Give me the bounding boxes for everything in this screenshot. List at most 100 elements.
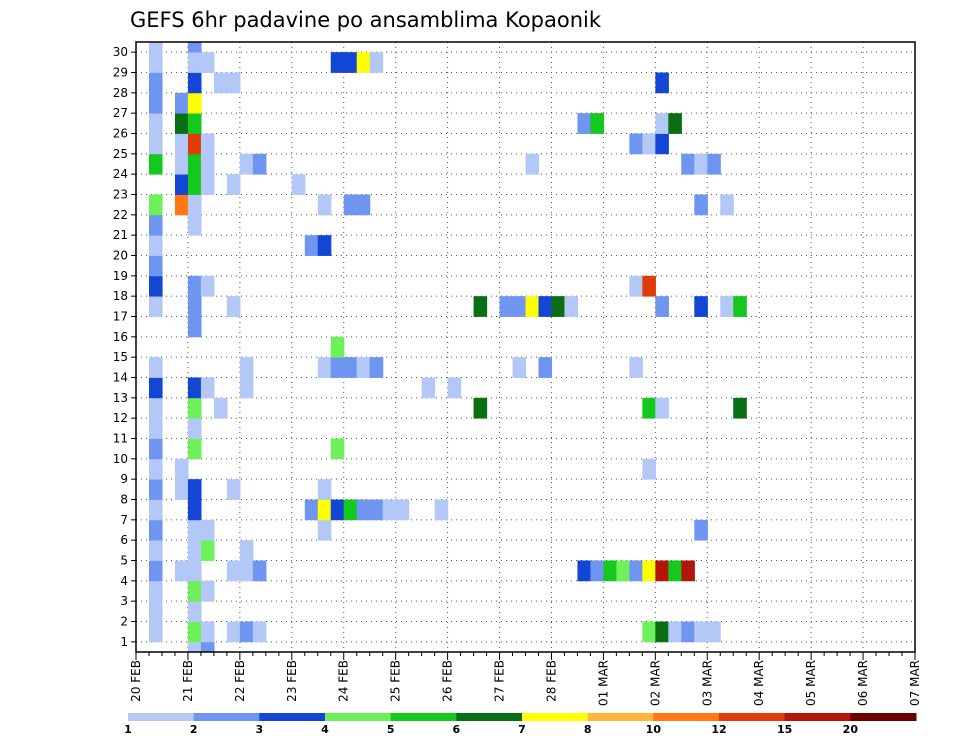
heatmap-cell [148,438,163,460]
heatmap-cell [603,560,617,582]
heatmap-cell [655,113,669,134]
y-tick-label: 12 [113,411,128,425]
x-tick-label: 21 FEB [181,660,195,702]
y-tick-label: 28 [113,86,128,100]
heatmap-cell [200,153,215,175]
heatmap-cell [681,153,695,175]
heatmap-cell [148,214,163,236]
heatmap-cell [148,52,163,73]
heatmap-cell [317,479,332,500]
colorbar-label: 8 [584,723,592,736]
heatmap-cell [187,72,202,94]
heatmap-cell [330,52,345,73]
y-tick-label: 15 [113,350,128,364]
heatmap-cell [174,479,189,500]
heatmap-cell [226,479,241,500]
heatmap-cell [200,580,215,602]
heatmap-cell [356,357,371,378]
heatmap-cell [577,113,592,134]
heatmap-cell [187,296,202,317]
heatmap-cell [629,357,643,378]
heatmap-cell [187,316,202,338]
y-tick-label: 17 [113,310,128,324]
heatmap-cell [200,621,215,643]
y-tick-label: 2 [120,615,128,629]
heatmap-cell [538,357,553,378]
heatmap-cell [343,357,358,378]
heatmap-cell [200,540,215,561]
heatmap-cell [148,377,163,399]
heatmap-cell [148,418,163,439]
heatmap-cell [174,113,189,134]
colorbar-swatch [259,713,326,721]
heatmap-cell [239,621,254,643]
heatmap-cell [187,580,202,602]
heatmap-cell [226,296,241,317]
heatmap-cell [187,174,202,195]
heatmap-cell [356,499,371,521]
heatmap-cell [655,621,669,643]
heatmap-cell [356,194,371,216]
heatmap-cell [330,499,345,521]
heatmap-cell [148,540,163,561]
colorbar-swatch [587,713,654,721]
heatmap-cell [642,458,656,480]
x-tick-label: 06 MAR [856,660,870,706]
heatmap-cell [148,580,163,602]
heatmap-cell [200,174,215,195]
x-tick-label: 04 MAR [752,660,766,706]
y-tick-label: 20 [113,249,128,263]
x-tick-label: 07 MAR [908,660,922,706]
heatmap-cell [187,113,202,134]
heatmap-cell [148,397,163,419]
heatmap-cell [187,397,202,419]
y-tick-label: 24 [113,167,128,181]
colorbar-label: 7 [518,723,526,736]
heatmap-cell [200,133,215,155]
heatmap-cell [174,153,189,175]
y-tick-label: 22 [113,208,128,222]
heatmap-cell [148,275,163,297]
y-tick-label: 16 [113,330,128,344]
x-tick-label: 05 MAR [804,660,818,706]
colorbar-label: 5 [387,723,395,736]
heatmap-cell [187,621,202,643]
colorbar-swatch [193,713,260,721]
heatmap-cell [538,296,553,317]
heatmap-cell [655,72,669,94]
heatmap-cells [148,42,747,653]
heatmap-cell [148,194,163,216]
heatmap-cell [629,275,643,297]
heatmap-cell [642,560,656,582]
heatmap-cell [187,52,202,73]
heatmap-cell [148,499,163,521]
heatmap-cell [187,479,202,500]
heatmap-cell [629,560,643,582]
heatmap-cell [512,296,527,317]
heatmap-cell [187,540,202,561]
y-tick-label: 14 [113,371,128,385]
heatmap-cell [668,560,682,582]
heatmap-cell [148,255,163,277]
y-axis: 1234567891011121314151617181920212223242… [113,45,136,649]
heatmap-cell [252,153,267,175]
heatmap-cell [525,296,540,317]
heatmap-cell [564,296,579,317]
heatmap-cell [681,560,695,582]
y-tick-label: 9 [120,472,128,486]
heatmap-cell [174,133,189,155]
heatmap-cell [733,397,747,419]
y-tick-label: 4 [120,574,128,588]
colorbar-legend: 1 2 3 4 5 6 7 8 10 12 15 20 [124,713,917,736]
heatmap-cell [148,153,163,175]
heatmap-cell [187,92,202,114]
heatmap-cell [200,377,215,399]
heatmap-cell [655,296,669,317]
y-tick-label: 23 [113,188,128,202]
heatmap-cell [187,275,202,297]
heatmap-cell [148,133,163,155]
heatmap-cell [148,479,163,500]
colorbar-swatch [390,713,457,721]
heatmap-cell [148,92,163,114]
